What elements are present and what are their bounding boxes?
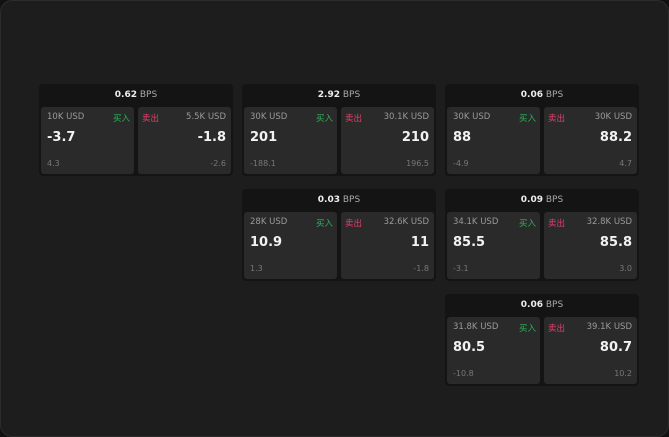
sell-label: 卖出 <box>548 219 566 229</box>
sell-quantity: 39.1K USD <box>586 322 632 332</box>
sell-change: 3.0 <box>619 264 632 273</box>
buy-change: 4.3 <box>47 159 60 168</box>
spread-value: 0.06 <box>520 90 543 100</box>
buy-quantity: 31.8K USD <box>453 322 499 332</box>
buy-label: 买入 <box>518 114 536 124</box>
spread-value: 0.62 <box>114 90 137 100</box>
buy-change: -10.8 <box>453 369 474 378</box>
sell-change: 10.2 <box>614 369 632 378</box>
buy-card[interactable]: 28K USD 买入 10.9 1.3 <box>244 212 337 279</box>
spread-value: 0.03 <box>317 195 340 205</box>
buy-price: -3.7 <box>47 130 76 145</box>
sell-price: 80.7 <box>599 340 632 355</box>
buy-label: 买入 <box>315 219 333 229</box>
sell-quantity: 5.5K USD <box>186 112 226 122</box>
buy-card[interactable]: 30K USD 买入 88 -4.9 <box>447 107 540 174</box>
sell-price: 85.8 <box>599 235 632 250</box>
spread-unit: BPS <box>545 195 564 205</box>
spread-unit: BPS <box>342 195 361 205</box>
spread-header: 0.62 BPS <box>39 84 233 106</box>
buy-card[interactable]: 10K USD 买入 -3.7 4.3 <box>41 107 134 174</box>
buy-change: -188.1 <box>250 159 276 168</box>
sell-price: -1.8 <box>197 130 226 145</box>
buy-label: 买入 <box>315 114 333 124</box>
spread-unit: BPS <box>342 90 361 100</box>
spread-unit: BPS <box>545 90 564 100</box>
spread-header: 0.06 BPS <box>445 294 639 316</box>
sell-card[interactable]: 卖出 5.5K USD -1.8 -2.6 <box>138 107 231 174</box>
sell-label: 卖出 <box>345 114 363 124</box>
sell-label: 卖出 <box>345 219 363 229</box>
sell-change: -2.6 <box>210 159 226 168</box>
sell-quantity: 32.8K USD <box>586 217 632 227</box>
buy-price: 201 <box>250 130 278 145</box>
buy-change: 1.3 <box>250 264 263 273</box>
price-widget: 0.03 BPS 28K USD 买入 10.9 1.3 卖出 32.6K US… <box>242 189 436 281</box>
price-widget: 0.09 BPS 34.1K USD 买入 85.5 -3.1 卖出 32.8K… <box>445 189 639 281</box>
sell-card[interactable]: 卖出 39.1K USD 80.7 10.2 <box>544 317 637 384</box>
buy-card[interactable]: 34.1K USD 买入 85.5 -3.1 <box>447 212 540 279</box>
buy-quantity: 28K USD <box>250 217 288 227</box>
spread-unit: BPS <box>545 300 564 310</box>
sell-price: 210 <box>401 130 429 145</box>
sell-change: 196.5 <box>406 159 429 168</box>
buy-label: 买入 <box>518 324 536 334</box>
sell-card[interactable]: 卖出 30.1K USD 210 196.5 <box>341 107 434 174</box>
buy-quantity: 10K USD <box>47 112 85 122</box>
buy-quantity: 30K USD <box>250 112 288 122</box>
sell-card[interactable]: 卖出 32.8K USD 85.8 3.0 <box>544 212 637 279</box>
price-widget: 0.06 BPS 30K USD 买入 88 -4.9 卖出 30K USD 8… <box>445 84 639 176</box>
sell-card[interactable]: 卖出 32.6K USD 11 -1.8 <box>341 212 434 279</box>
sell-quantity: 32.6K USD <box>383 217 429 227</box>
sell-card[interactable]: 卖出 30K USD 88.2 4.7 <box>544 107 637 174</box>
spread-unit: BPS <box>139 90 158 100</box>
buy-price: 10.9 <box>250 235 283 250</box>
buy-label: 买入 <box>518 219 536 229</box>
price-widget: 2.92 BPS 30K USD 买入 201 -188.1 卖出 30.1K … <box>242 84 436 176</box>
spread-header: 0.09 BPS <box>445 189 639 211</box>
spread-value: 0.09 <box>520 195 543 205</box>
price-widget: 0.06 BPS 31.8K USD 买入 80.5 -10.8 卖出 39.1… <box>445 294 639 386</box>
sell-quantity: 30K USD <box>594 112 632 122</box>
sell-label: 卖出 <box>142 114 160 124</box>
sell-label: 卖出 <box>548 114 566 124</box>
spread-header: 0.03 BPS <box>242 189 436 211</box>
sell-change: 4.7 <box>619 159 632 168</box>
spread-value: 0.06 <box>520 300 543 310</box>
buy-quantity: 34.1K USD <box>453 217 499 227</box>
buy-change: -3.1 <box>453 264 469 273</box>
sell-price: 88.2 <box>599 130 632 145</box>
spread-header: 0.06 BPS <box>445 84 639 106</box>
buy-card[interactable]: 31.8K USD 买入 80.5 -10.8 <box>447 317 540 384</box>
buy-quantity: 30K USD <box>453 112 491 122</box>
sell-change: -1.8 <box>413 264 429 273</box>
sell-quantity: 30.1K USD <box>383 112 429 122</box>
buy-card[interactable]: 30K USD 买入 201 -188.1 <box>244 107 337 174</box>
buy-price: 80.5 <box>453 340 486 355</box>
spread-header: 2.92 BPS <box>242 84 436 106</box>
sell-price: 11 <box>410 235 429 250</box>
buy-label: 买入 <box>112 114 130 124</box>
buy-price: 88 <box>453 130 472 145</box>
buy-change: -4.9 <box>453 159 469 168</box>
sell-label: 卖出 <box>548 324 566 334</box>
price-widget: 0.62 BPS 10K USD 买入 -3.7 4.3 卖出 5.5K USD… <box>39 84 233 176</box>
spread-value: 2.92 <box>317 90 340 100</box>
buy-price: 85.5 <box>453 235 486 250</box>
